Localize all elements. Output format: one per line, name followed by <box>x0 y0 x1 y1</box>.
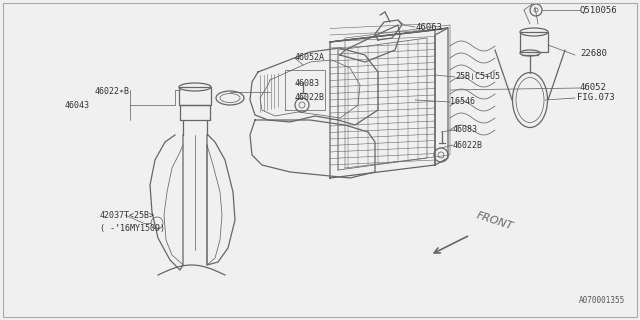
Text: 42037T<25B>: 42037T<25B> <box>100 211 155 220</box>
Text: 46083: 46083 <box>453 125 478 134</box>
Text: 46063: 46063 <box>415 22 442 31</box>
Text: 25B❘C5+U5: 25B❘C5+U5 <box>455 73 500 82</box>
Text: FRONT: FRONT <box>475 211 514 232</box>
Text: 46022B: 46022B <box>295 93 325 102</box>
Text: 46022∗B: 46022∗B <box>95 87 130 97</box>
Text: 46043: 46043 <box>65 100 90 109</box>
Text: 46083: 46083 <box>295 78 320 87</box>
Text: 46052: 46052 <box>580 84 607 92</box>
Text: ( -’16MY1509): ( -’16MY1509) <box>100 223 165 233</box>
Text: A070001355: A070001355 <box>579 296 625 305</box>
Text: 22680: 22680 <box>580 49 607 58</box>
Text: 16546: 16546 <box>450 98 475 107</box>
Text: 46022B: 46022B <box>453 140 483 149</box>
Text: 46052A: 46052A <box>295 53 325 62</box>
Text: Q510056: Q510056 <box>580 5 618 14</box>
Text: FIG.073: FIG.073 <box>577 93 614 102</box>
